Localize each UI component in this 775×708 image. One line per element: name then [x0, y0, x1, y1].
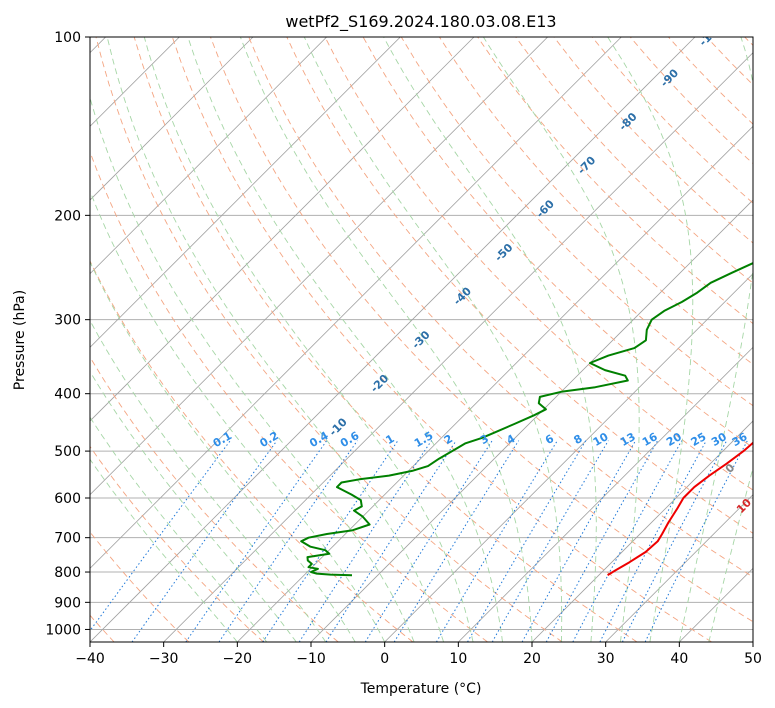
moist-adiabat: [143, 37, 474, 642]
y-tick-label: 100: [54, 30, 81, 46]
isotherm-line: [384, 273, 753, 642]
mixing-ratio-line: [393, 440, 520, 642]
moist-adiabat: [90, 96, 415, 642]
isotherm-line: [90, 37, 327, 275]
moist-adiabat: [303, 37, 563, 642]
dry-adiabat: [324, 37, 753, 491]
temperature-profile-line: [607, 441, 753, 577]
dry-adiabat: [286, 37, 753, 534]
y-tick-label: 200: [54, 208, 81, 224]
moist-adiabat: [239, 37, 533, 642]
plot-area-background: [90, 37, 753, 642]
mixing-ratio-line: [467, 440, 587, 642]
x-tick-label: 0: [380, 651, 389, 667]
mixing-ratio-line: [262, 440, 399, 642]
dry-adiabat: [90, 259, 414, 642]
mixing-ratio-line: [325, 440, 457, 642]
moist-adiabat: [483, 37, 640, 642]
dry-adiabat: [248, 37, 753, 578]
moist-adiabat: [678, 37, 753, 642]
background-lines-layer: [90, 37, 753, 642]
x-tick-label: −30: [149, 651, 179, 667]
dry-adiabat: [90, 445, 264, 642]
mixing-ratio-line: [545, 440, 659, 642]
isotherm-line: [605, 494, 753, 642]
x-axis-title: Temperature (°C): [360, 681, 482, 697]
dry-adiabat: [171, 37, 712, 642]
chart-title: wetPf2_S169.2024.180.03.08.E13: [285, 12, 556, 32]
dry-adiabat: [210, 37, 753, 623]
x-tick-label: 10: [449, 651, 467, 667]
moist-adiabat: [90, 458, 238, 642]
isotherm-line: [458, 346, 753, 642]
x-tick-label: −10: [296, 651, 326, 667]
mixing-ratio-line: [491, 440, 609, 642]
adiabat-label: 20: [753, 529, 773, 549]
y-tick-label: 800: [54, 565, 81, 581]
mixing-ratio-line: [185, 440, 328, 642]
y-tick-label: 1000: [45, 622, 81, 638]
x-tick-label: −40: [75, 651, 105, 667]
mixing-ratio-line: [521, 440, 637, 642]
axis-layer: −40 −30 −20 −10 0 10 20 30 40 50 100 200 300 400 500 60…: [45, 30, 762, 667]
dry-adiabat: [95, 37, 563, 642]
moist-adiabat: [90, 190, 386, 642]
moist-adiabat: [90, 319, 327, 642]
isotherm-label: -100: [697, 20, 726, 49]
isotherm-line: [163, 52, 753, 642]
isotherm-line: [90, 37, 548, 496]
moist-adiabat: [106, 37, 445, 642]
mixing-ratio-line: [90, 440, 231, 632]
x-tick-label: −20: [223, 651, 253, 667]
isotherm-line: [531, 420, 753, 642]
y-tick-label: 500: [54, 444, 81, 460]
y-axis-title: Pressure (hPa): [12, 290, 28, 390]
moist-adiabat: [187, 37, 503, 642]
series-layer: [300, 262, 753, 577]
dry-adiabat: [515, 37, 753, 284]
mixing-ratio-line: [644, 440, 748, 642]
moist-adiabat: [90, 416, 268, 642]
isotherm-line: [90, 37, 622, 569]
y-tick-label: 400: [54, 387, 81, 403]
isotherm-line: [752, 641, 753, 642]
mixing-ratio-line: [131, 440, 278, 642]
isotherm-line: [90, 37, 696, 642]
moist-adiabat: [607, 37, 694, 642]
dewpoint-profile-line: [300, 262, 753, 577]
dry-adiabat: [90, 356, 339, 642]
x-tick-label: 50: [744, 651, 762, 667]
x-tick-label: 40: [670, 651, 688, 667]
moist-adiabat: [708, 466, 753, 642]
isotherm-line: [90, 37, 254, 201]
moist-adiabat: [383, 37, 597, 642]
mixing-ratio-line: [364, 440, 493, 642]
isotherm-line: [237, 125, 753, 642]
y-tick-label: 600: [54, 491, 81, 507]
isotherm-line: [90, 37, 475, 422]
moist-adiabat: [90, 370, 297, 642]
mixing-ratio-line: [572, 440, 683, 642]
y-tick-label: 700: [54, 531, 81, 547]
dry-adiabat: [133, 37, 638, 642]
y-tick-label: 900: [54, 595, 81, 611]
grid-layer: [90, 37, 753, 642]
mixing-ratio-line: [298, 440, 432, 642]
isotherm-line: [90, 37, 401, 348]
mixing-ratio-line: [435, 440, 558, 642]
adiabat-label: 10: [734, 496, 754, 516]
plot-frame: [89, 36, 754, 643]
x-tick-label: 30: [597, 651, 615, 667]
x-tick-label: 20: [523, 651, 541, 667]
moist-adiabat: [90, 260, 356, 642]
y-tick-label: 300: [54, 313, 81, 329]
